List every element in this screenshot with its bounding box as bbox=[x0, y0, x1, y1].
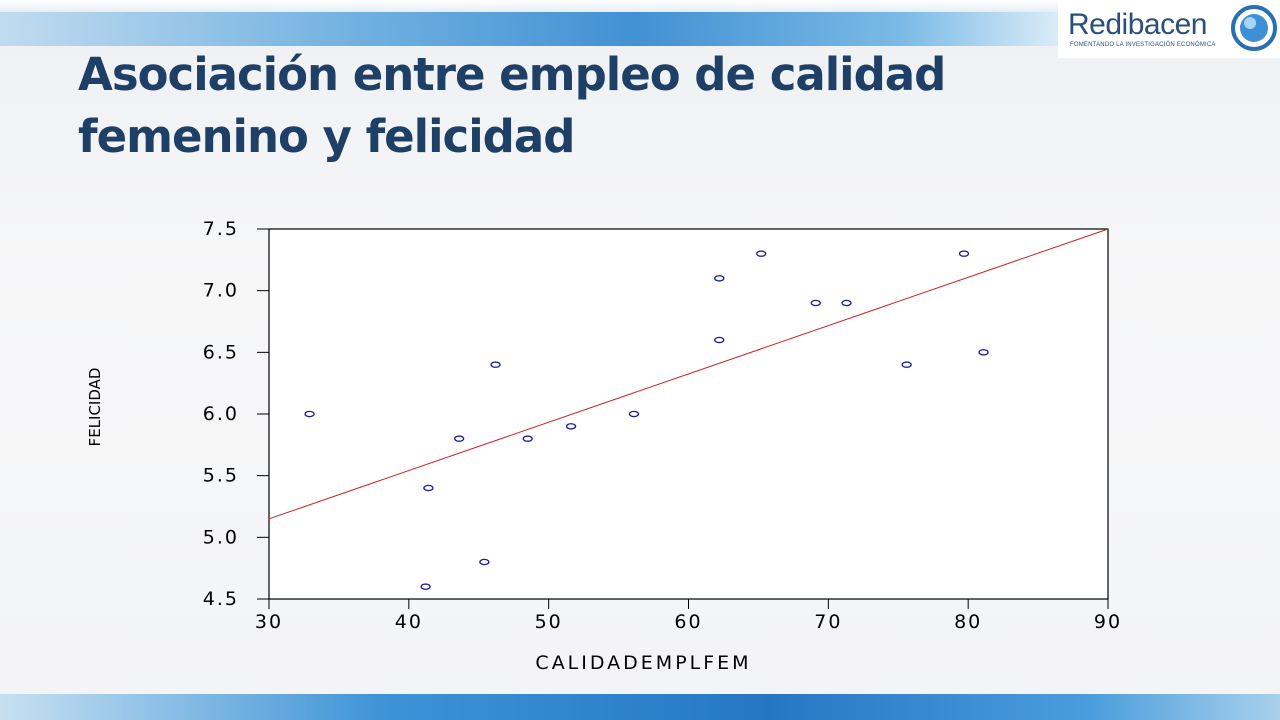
x-tick-label: 90 bbox=[1094, 611, 1122, 633]
y-axis-label: FELICIDAD bbox=[86, 368, 104, 447]
x-tick-label: 70 bbox=[814, 611, 842, 633]
data-point bbox=[714, 275, 725, 282]
data-point bbox=[420, 583, 431, 590]
top-decorative-band bbox=[0, 12, 1060, 46]
data-point bbox=[978, 349, 989, 356]
data-point bbox=[756, 250, 767, 257]
x-tick-label: 50 bbox=[535, 611, 563, 633]
data-point bbox=[522, 435, 533, 442]
x-tick-label: 40 bbox=[395, 611, 423, 633]
y-tick-label: 7.0 bbox=[203, 280, 239, 302]
x-tick-label: 80 bbox=[954, 611, 982, 633]
y-tick-label: 7.5 bbox=[203, 218, 239, 240]
data-point bbox=[901, 361, 912, 368]
data-point bbox=[628, 410, 640, 418]
y-tick-label: 4.5 bbox=[203, 588, 239, 610]
data-point bbox=[423, 484, 434, 492]
y-tick-label: 6.5 bbox=[203, 341, 239, 363]
plot-area bbox=[268, 228, 1109, 600]
y-tick-label: 5.5 bbox=[203, 465, 239, 487]
data-point bbox=[454, 435, 465, 442]
regression-line bbox=[268, 228, 1109, 520]
x-tick-label: 60 bbox=[674, 611, 702, 633]
data-point bbox=[841, 299, 852, 307]
data-point bbox=[565, 423, 577, 430]
data-point bbox=[490, 361, 501, 368]
x-axis-label: CALIDADEMPLFEM bbox=[535, 652, 751, 674]
data-point bbox=[810, 299, 821, 307]
title-line-1: Asociación entre empleo de calidad bbox=[78, 48, 946, 101]
data-point bbox=[479, 558, 490, 566]
slide-title: Asociación entre empleo de calidad femen… bbox=[78, 44, 1058, 168]
logo-name: Redibacen bbox=[1068, 8, 1207, 41]
top-header-strip bbox=[0, 0, 1280, 12]
x-tick-label: 30 bbox=[255, 611, 283, 633]
data-point bbox=[304, 410, 315, 418]
y-tick-label: 5.0 bbox=[203, 526, 239, 548]
redibacen-logo: Redibacen FOMENTANDO LA INVESTIGACIÓN EC… bbox=[1058, 0, 1280, 58]
title-line-2: femenino y felicidad bbox=[78, 110, 575, 163]
bottom-decorative-band bbox=[0, 694, 1280, 720]
logo-tagline: FOMENTANDO LA INVESTIGACIÓN ECONÓMICA bbox=[1070, 42, 1216, 48]
y-tick-label: 6.0 bbox=[203, 403, 239, 425]
data-point bbox=[714, 336, 725, 344]
globe-icon bbox=[1231, 5, 1277, 51]
data-point bbox=[958, 250, 970, 257]
